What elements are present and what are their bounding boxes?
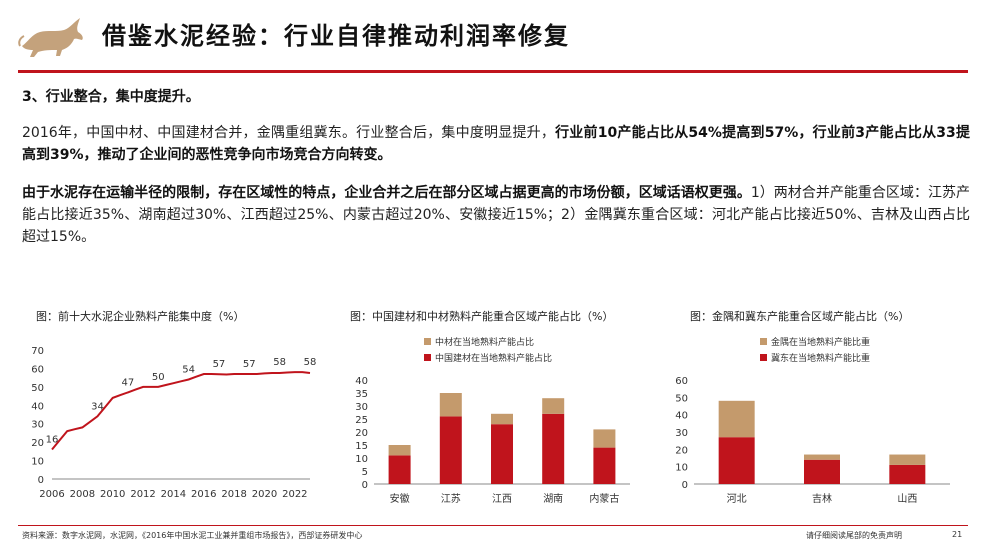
series-line — [51, 371, 311, 451]
x-tick-label: 山西 — [897, 493, 917, 505]
x-tick-label: 2008 — [70, 489, 95, 500]
bar-top — [804, 454, 840, 460]
legend-swatch — [424, 354, 431, 361]
bar-top — [491, 413, 513, 425]
legend-label: 金隅在当地熟料产能比重 — [771, 336, 870, 348]
x-tick-label: 2016 — [191, 489, 216, 500]
y-tick-label: 30 — [355, 402, 368, 413]
y-tick-label: 10 — [31, 457, 44, 468]
chart-3-title: 图：金隅和冀东产能重合区域产能占比（%） — [690, 310, 910, 323]
y-tick-label: 60 — [675, 376, 688, 387]
bar-bottom — [804, 459, 840, 484]
x-tick-label: 湖南 — [543, 492, 563, 505]
title-divider — [18, 70, 968, 73]
x-tick-label: 江西 — [492, 493, 512, 505]
y-tick-label: 20 — [31, 438, 44, 449]
legend-label: 中材在当地熟料产能占比 — [435, 336, 534, 348]
footer-divider — [18, 525, 968, 526]
paragraph-1: 2016年，中国中材、中国建材合并，金隅重组冀东。行业整合后，集中度明显提升，行… — [22, 122, 970, 166]
data-label: 57 — [243, 359, 256, 370]
y-tick-label: 50 — [675, 393, 688, 404]
y-tick-label: 0 — [362, 480, 368, 491]
x-tick-label: 2022 — [282, 489, 307, 500]
bar-bottom — [718, 437, 755, 484]
x-tick-label: 2014 — [161, 489, 186, 500]
data-label: 58 — [304, 357, 317, 368]
legend-swatch — [760, 338, 767, 345]
paragraph-2-bold: 由于水泥存在运输半径的限制，存在区域性的特点，企业合并之后在部分区域占据更高的市… — [22, 185, 751, 201]
y-tick-label: 20 — [675, 445, 688, 456]
footer-disclaimer: 请仔细阅读尾部的免责声明 — [806, 531, 902, 540]
paragraph-1-text: 2016年，中国中材、中国建材合并，金隅重组冀东。行业整合后，集中度明显提升， — [22, 125, 556, 141]
bar-bottom — [593, 447, 616, 484]
page-number: 21 — [952, 530, 963, 539]
chart-2-title: 图：中国建材和中材熟料产能重合区域产能占比（%） — [350, 310, 614, 323]
x-tick-label: 吉林 — [812, 492, 832, 505]
y-tick-label: 10 — [675, 463, 688, 474]
data-label: 47 — [122, 377, 135, 388]
y-tick-label: 40 — [31, 401, 44, 412]
x-tick-label: 安徽 — [390, 492, 410, 505]
y-tick-label: 40 — [675, 411, 688, 422]
y-tick-label: 20 — [355, 428, 368, 439]
data-label: 57 — [213, 359, 226, 370]
bar-bottom — [491, 424, 513, 484]
bar-top — [718, 400, 755, 438]
legend-label: 中国建材在当地熟料产能占比 — [435, 352, 552, 364]
footer-source: 资料来源：数字水泥网，水泥网，《2016年中国水泥工业兼并重组市场报告》，西部证… — [22, 531, 363, 540]
y-tick-label: 30 — [675, 428, 688, 439]
legend-label: 冀东在当地熟料产能比重 — [771, 352, 870, 364]
y-tick-label: 40 — [355, 376, 368, 387]
y-tick-label: 5 — [362, 467, 368, 478]
data-label: 58 — [273, 357, 286, 368]
bar-bottom — [388, 455, 411, 484]
bull-logo-icon — [18, 18, 83, 57]
paragraph-2: 由于水泥存在运输半径的限制，存在区域性的特点，企业合并之后在部分区域占据更高的市… — [22, 182, 970, 248]
y-tick-label: 60 — [31, 364, 44, 375]
x-tick-label: 内蒙古 — [589, 492, 619, 505]
section-heading: 3、行业整合，集中度提升。 — [22, 89, 200, 105]
bar-bottom — [889, 464, 926, 484]
concentration-line-chart: 0 10 20 30 40 50 60 70 2006 2008 2010 2012 2014 2016 2… — [31, 346, 317, 500]
x-tick-label: 2020 — [252, 489, 277, 500]
y-tick-label: 35 — [355, 389, 368, 400]
x-tick-label: 2006 — [39, 489, 64, 500]
chart-1-title: 图：前十大水泥企业熟料产能集中度（%） — [36, 310, 245, 323]
y-tick-label: 15 — [355, 441, 368, 452]
bar-top — [889, 454, 926, 465]
y-tick-label: 50 — [31, 383, 44, 394]
x-tick-label: 2018 — [221, 489, 246, 500]
data-label: 50 — [152, 372, 165, 383]
bar-top — [542, 398, 565, 414]
paragraph-1-bold: 行业前10产能占比从54%提高到57%，行业前3产能占比从33提高到39%，推动… — [22, 125, 970, 163]
bar-bottom — [542, 413, 565, 484]
bar-top — [439, 393, 462, 417]
y-tick-label: 25 — [355, 415, 368, 426]
y-tick-label: 70 — [31, 346, 44, 357]
bar-bottom — [439, 416, 462, 484]
bar-top — [593, 429, 616, 448]
legend-swatch — [760, 354, 767, 361]
x-tick-label: 2010 — [100, 489, 125, 500]
legend-swatch — [424, 338, 431, 345]
x-tick-label: 河北 — [727, 493, 747, 505]
x-tick-label: 江苏 — [441, 492, 461, 505]
bar-top — [388, 445, 411, 456]
y-tick-label: 10 — [355, 454, 368, 465]
paragraph-2-text: 1）两材合并产能重合区域：江苏产能占比接近35%、湖南超过30%、江西超过25%… — [22, 185, 970, 245]
y-tick-label: 0 — [38, 475, 44, 486]
x-tick-label: 2012 — [130, 489, 155, 500]
data-label: 34 — [91, 401, 104, 412]
page-title: 借鉴水泥经验：行业自律推动利润率修复 — [102, 22, 570, 50]
y-tick-label: 30 — [31, 420, 44, 431]
y-tick-label: 0 — [682, 480, 688, 491]
data-label: 54 — [182, 364, 195, 375]
data-label: 16 — [46, 435, 59, 446]
